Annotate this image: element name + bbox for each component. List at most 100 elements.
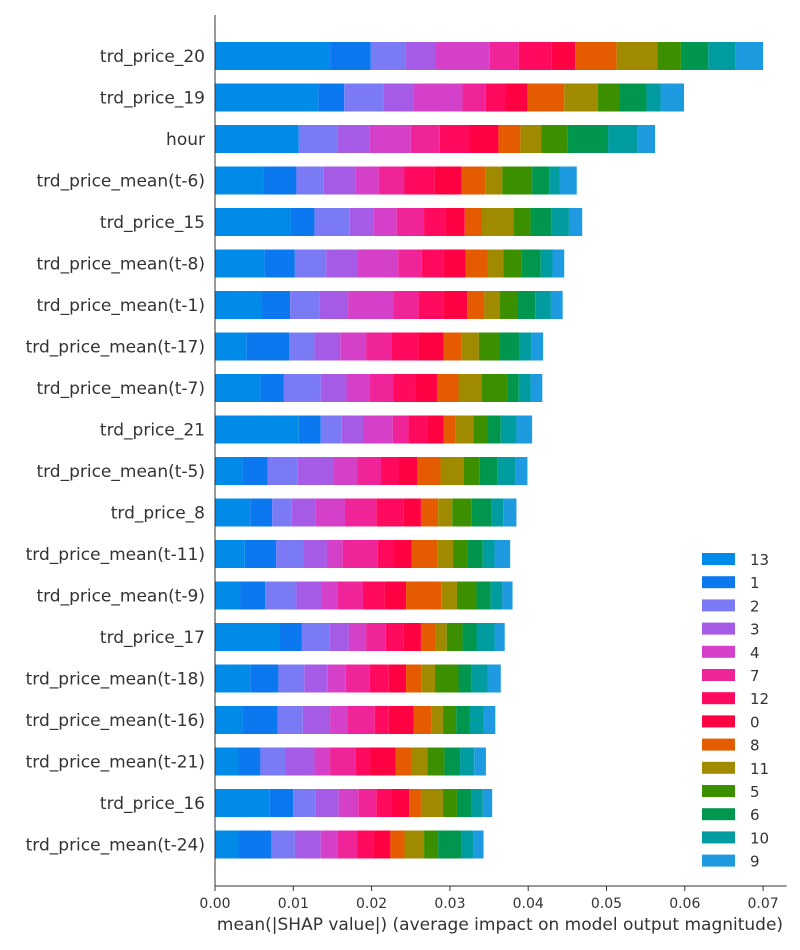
bar-segment-trd_price_mean(t-17)-class-1 <box>246 332 290 361</box>
x-axis-label: mean(|SHAP value|) (average impact on mo… <box>217 915 783 935</box>
bar-segment-trd_price_mean(t-18)-class-9 <box>487 664 501 693</box>
bar-segment-trd_price_mean(t-21)-class-10 <box>460 747 475 776</box>
bar-segment-trd_price_mean(t-7)-class-0 <box>415 374 438 402</box>
bar-segment-trd_price_mean(t-16)-class-6 <box>456 706 470 734</box>
feature-label: trd_price_19 <box>100 89 205 109</box>
bar-segment-trd_price_mean(t-6)-class-3 <box>323 166 356 195</box>
bar-segment-trd_price_mean(t-18)-class-6 <box>458 664 472 693</box>
feature-label: trd_price_mean(t-6) <box>36 172 205 192</box>
bar-segment-trd_price_19-class-5 <box>597 83 620 112</box>
bar-segment-trd_price_mean(t-11)-class-5 <box>453 540 468 568</box>
bar-segment-trd_price_19-class-9 <box>660 83 685 112</box>
bar-segment-trd_price_19-class-1 <box>318 83 345 112</box>
bar-segment-trd_price_16-class-8 <box>409 789 421 817</box>
bar-segment-trd_price_mean(t-21)-class-8 <box>395 747 412 776</box>
bar-segment-trd_price_mean(t-8)-class-2 <box>294 249 327 278</box>
bar-segment-trd_price_mean(t-5)-class-2 <box>267 457 298 485</box>
bar-segment-trd_price_15-class-0 <box>445 208 465 236</box>
bar-segment-trd_price_17-class-0 <box>403 623 421 651</box>
bar-segment-trd_price_mean(t-17)-class-2 <box>289 332 315 361</box>
legend-entry: 11 <box>750 760 769 778</box>
bar-segment-trd_price_17-class-13 <box>215 623 280 651</box>
bar-segment-trd_price_mean(t-21)-class-5 <box>427 747 445 776</box>
bar-segment-trd_price_8-class-6 <box>471 498 492 527</box>
bar-segment-trd_price_mean(t-18)-class-12 <box>369 664 389 693</box>
x-tick-label: 0.06 <box>669 896 700 912</box>
bar-segment-trd_price_17-class-10 <box>476 623 495 651</box>
bar-segment-trd_price_mean(t-6)-class-1 <box>263 166 297 195</box>
bar-segment-trd_price_mean(t-8)-class-8 <box>465 249 488 278</box>
bar-segment-trd_price_21-class-6 <box>487 415 501 444</box>
bar-segment-trd_price_mean(t-18)-class-2 <box>278 664 305 693</box>
bar-segment-trd_price_mean(t-1)-class-1 <box>261 291 291 319</box>
legend-entry: 5 <box>750 783 760 801</box>
bar-segment-trd_price_20-class-4 <box>435 42 490 70</box>
bar-segment-trd_price_mean(t-1)-class-8 <box>467 291 485 319</box>
bar-segment-trd_price_mean(t-5)-class-11 <box>440 457 464 485</box>
bar-segment-trd_price_mean(t-5)-class-6 <box>479 457 498 485</box>
legend-swatch <box>702 669 735 681</box>
bar-segment-trd_price_20-class-9 <box>735 42 764 70</box>
bar-segment-trd_price_mean(t-21)-class-4 <box>314 747 331 776</box>
legend-entry: 0 <box>750 713 760 731</box>
legend-swatch <box>702 692 735 705</box>
bar-segment-trd_price_mean(t-7)-class-12 <box>393 374 416 402</box>
bar-segment-trd_price_mean(t-11)-class-8 <box>411 540 438 568</box>
legend-entry: 3 <box>750 621 760 639</box>
bar-segment-trd_price_17-class-4 <box>348 623 367 651</box>
bar-segment-trd_price_mean(t-9)-class-2 <box>265 581 297 610</box>
bar-segment-trd_price_mean(t-18)-class-1 <box>250 664 279 693</box>
bar-segment-trd_price_mean(t-6)-class-0 <box>434 166 462 195</box>
legend-swatch <box>702 808 735 821</box>
bar-segment-trd_price_mean(t-11)-class-0 <box>393 540 412 568</box>
bar-segment-trd_price_mean(t-16)-class-10 <box>469 706 484 734</box>
bar-segment-trd_price_mean(t-9)-class-11 <box>441 581 457 610</box>
bar-segment-trd_price_mean(t-11)-class-6 <box>467 540 483 568</box>
legend-swatch <box>702 831 735 844</box>
bar-segment-trd_price_17-class-3 <box>329 623 349 651</box>
bar-segment-trd_price_mean(t-24)-class-4 <box>320 830 338 859</box>
bar-segment-trd_price_21-class-12 <box>408 415 428 444</box>
bar-segment-trd_price_16-class-0 <box>391 789 410 817</box>
bar-segment-trd_price_mean(t-17)-class-3 <box>314 332 341 361</box>
bar-segment-trd_price_15-class-5 <box>513 208 531 236</box>
bar-segment-trd_price_8-class-2 <box>272 498 292 527</box>
bar-segment-trd_price_mean(t-11)-class-13 <box>215 540 245 568</box>
feature-label: trd_price_20 <box>100 47 205 67</box>
bar-segment-trd_price_21-class-10 <box>500 415 517 444</box>
bar-segment-trd_price_mean(t-18)-class-10 <box>471 664 488 693</box>
bar-segment-hour-class-12 <box>439 125 470 153</box>
bar-segment-trd_price_16-class-9 <box>482 789 493 817</box>
legend-entry: 12 <box>750 690 769 708</box>
bar-segment-trd_price_mean(t-16)-class-7 <box>347 706 375 734</box>
bar-segment-trd_price_mean(t-21)-class-13 <box>215 747 239 776</box>
bar-segment-trd_price_20-class-12 <box>518 42 552 70</box>
bar-segment-trd_price_mean(t-9)-class-3 <box>296 581 322 610</box>
legend-swatch <box>702 854 735 867</box>
bar-segment-trd_price_mean(t-16)-class-9 <box>483 706 496 734</box>
bar-segment-trd_price_mean(t-24)-class-3 <box>294 830 321 859</box>
bar-segment-trd_price_21-class-5 <box>473 415 488 444</box>
bar-segment-trd_price_mean(t-7)-class-10 <box>518 374 531 402</box>
x-tick-label: 0.07 <box>748 896 779 912</box>
feature-label: hour <box>166 130 205 150</box>
bar-segment-trd_price_mean(t-11)-class-9 <box>494 540 511 568</box>
bar-segment-trd_price_mean(t-11)-class-11 <box>437 540 454 568</box>
feature-label: trd_price_mean(t-9) <box>36 587 205 607</box>
bar-segment-trd_price_19-class-11 <box>564 83 598 112</box>
bar-segment-trd_price_mean(t-16)-class-0 <box>388 706 414 734</box>
bar-segment-trd_price_mean(t-1)-class-12 <box>418 291 444 319</box>
legend-swatch <box>702 576 735 589</box>
bar-segment-trd_price_16-class-4 <box>338 789 359 817</box>
bar-segment-trd_price_mean(t-8)-class-9 <box>552 249 565 278</box>
bar-segment-trd_price_16-class-2 <box>293 789 316 817</box>
bar-segment-trd_price_mean(t-9)-class-13 <box>215 581 241 610</box>
bar-segment-trd_price_mean(t-21)-class-7 <box>330 747 356 776</box>
bar-segment-trd_price_mean(t-9)-class-6 <box>476 581 491 610</box>
bar-segment-trd_price_mean(t-8)-class-0 <box>443 249 466 278</box>
bar-segment-trd_price_21-class-11 <box>455 415 474 444</box>
x-tick-label: 0.00 <box>199 896 230 912</box>
x-tick-label: 0.03 <box>434 896 465 912</box>
bar-segment-trd_price_mean(t-8)-class-5 <box>503 249 522 278</box>
bar-segment-trd_price_15-class-3 <box>349 208 374 236</box>
